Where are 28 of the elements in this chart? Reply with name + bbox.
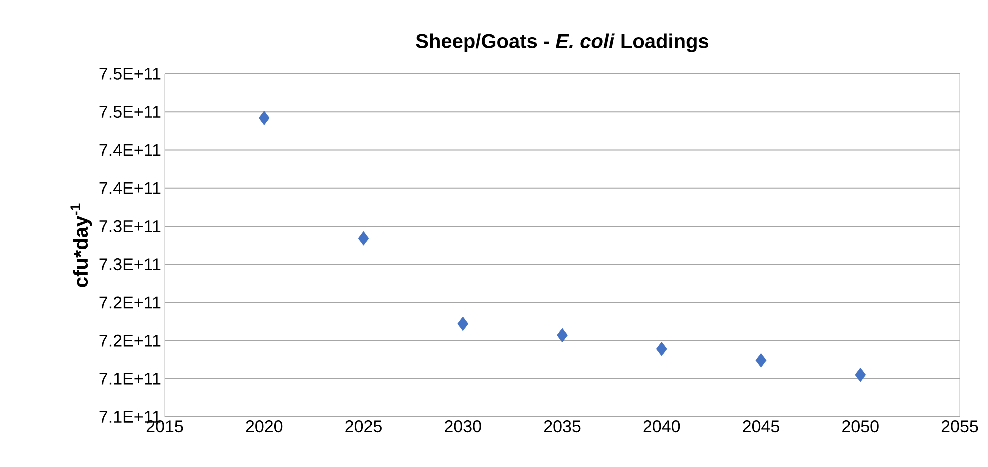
x-tick-label: 2045: [743, 420, 780, 433]
x-tick-label: 2030: [445, 420, 482, 433]
y-tick-label: 7.1E+11: [100, 411, 161, 423]
x-tick-label: 2020: [246, 420, 283, 433]
point: [756, 353, 767, 368]
point: [458, 316, 469, 332]
y-tick-label: 7.4E+11: [100, 144, 161, 156]
point: [656, 342, 668, 356]
x-tick-label: 2035: [544, 420, 581, 433]
x-tick-label: 2050: [842, 420, 879, 433]
x-tick-label: 2025: [346, 420, 382, 433]
y-tick-label: 7.1E+11: [100, 373, 161, 385]
chart-title: Sheep/Goats - E. coli Loadings: [416, 34, 709, 52]
y-tick-label: 7.5E+11: [100, 68, 161, 80]
point: [557, 328, 568, 343]
y-tick-label: 7.2E+11: [100, 296, 161, 309]
x-tick-label: 2015: [146, 420, 184, 433]
point: [258, 111, 270, 126]
y-tick-label: 7.5E+11: [100, 106, 161, 118]
y-tick-label: 7.3E+11: [100, 220, 161, 232]
y-tick-label: 7.4E+11: [100, 182, 161, 194]
y-tick-label: 7.2E+11: [100, 334, 161, 347]
y-axis-title: cfu*day$^{-1}$: [70, 204, 92, 288]
x-tick-label: 2055: [942, 420, 978, 433]
point: [358, 231, 370, 246]
y-tick-label: 7.3E+11: [100, 258, 161, 271]
x-tick-label: 2040: [644, 420, 680, 433]
point: [855, 368, 866, 382]
